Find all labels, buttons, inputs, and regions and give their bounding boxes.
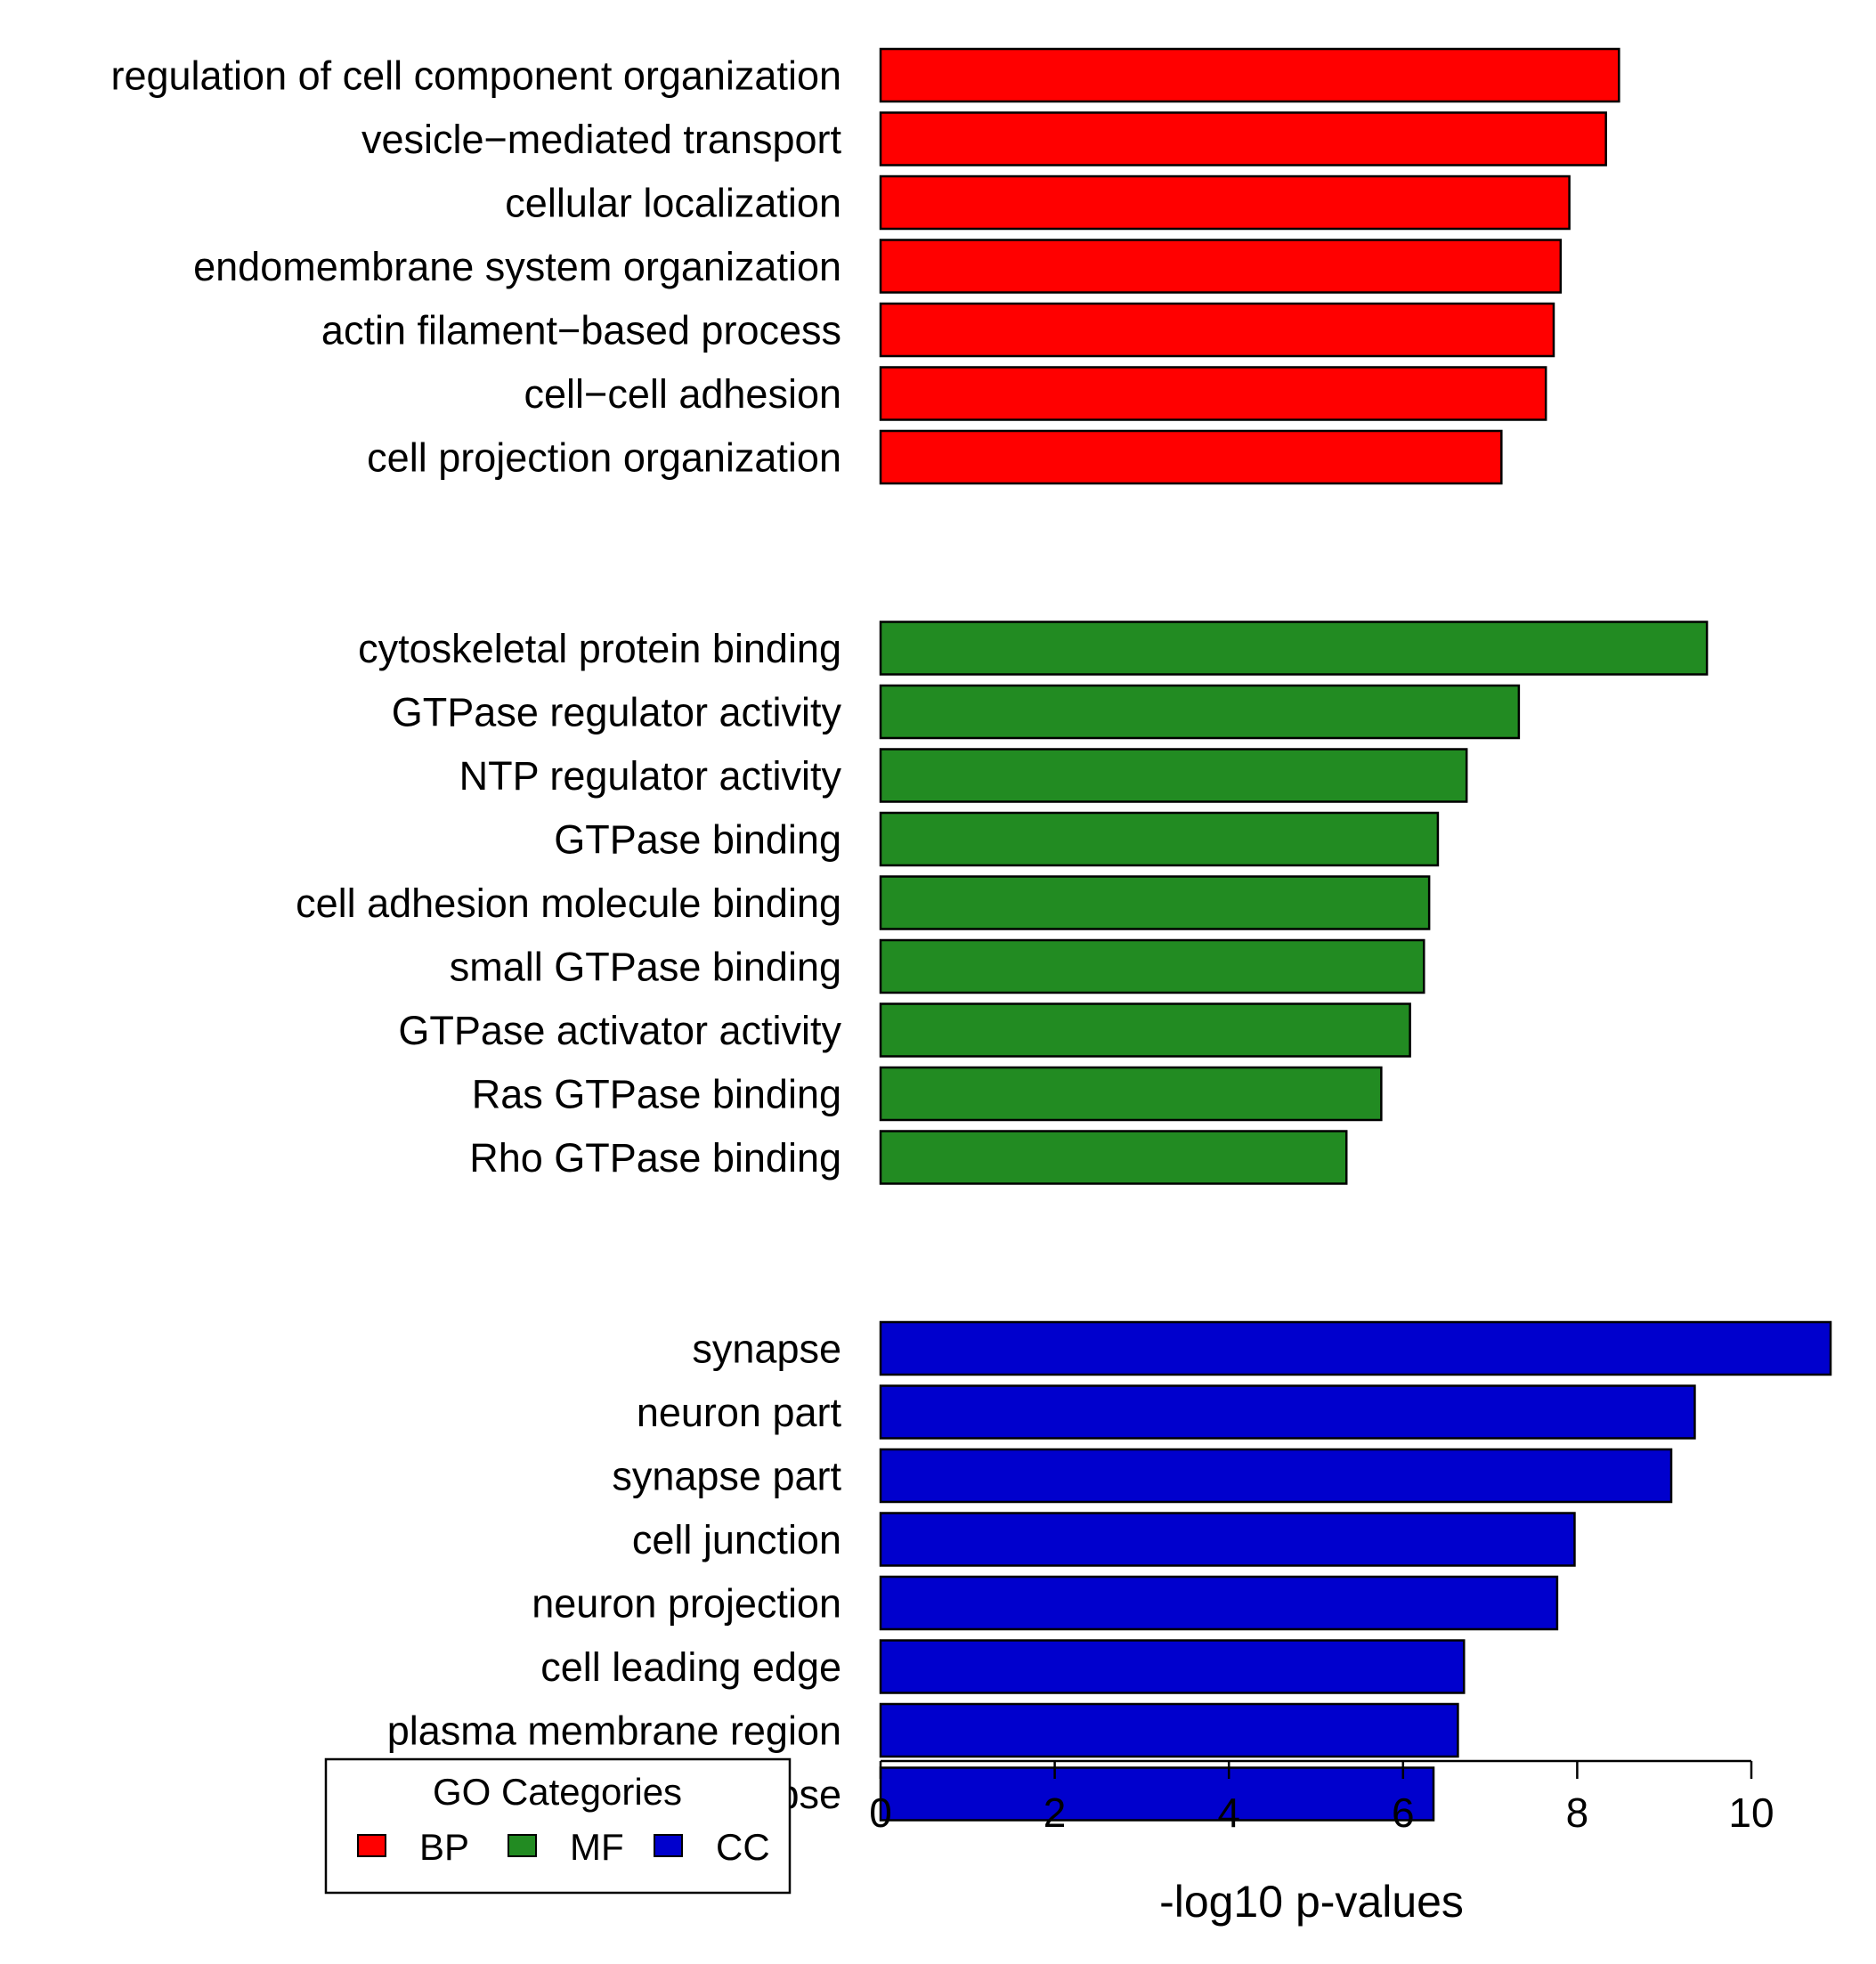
bar-bp-5 xyxy=(879,302,1555,358)
category-label: vesicle−mediated transport xyxy=(361,117,842,162)
bar-mf-5 xyxy=(879,875,1431,930)
bar-mf-9 xyxy=(879,1130,1348,1185)
bar-cc-6 xyxy=(879,1639,1466,1694)
category-label: GTPase binding xyxy=(554,817,841,863)
bar-cc-1 xyxy=(879,1320,1832,1376)
legend-title: GO Categories xyxy=(433,1771,682,1813)
category-label: cytoskeletal protein binding xyxy=(358,626,841,671)
bar-cc-8 xyxy=(879,1766,1435,1822)
bar-cc-2 xyxy=(879,1384,1696,1440)
bar-bp-4 xyxy=(879,239,1563,294)
bar-mf-3 xyxy=(879,748,1468,803)
legend-box xyxy=(324,1757,792,1895)
bar-cc-3 xyxy=(879,1448,1673,1504)
category-label: GTPase regulator activity xyxy=(392,690,842,735)
x-axis-title: -log10 p-values xyxy=(1159,1877,1464,1927)
category-label: Ras GTPase binding xyxy=(472,1072,841,1117)
bar-bp-6 xyxy=(879,366,1547,421)
category-label: cell adhesion molecule binding xyxy=(296,881,841,926)
category-label: endomembrane system organization xyxy=(193,244,841,289)
category-label: cellular localization xyxy=(505,181,841,226)
bar-mf-7 xyxy=(879,1002,1411,1058)
legend-label-cc: CC xyxy=(716,1826,770,1868)
category-label: plasma membrane region xyxy=(387,1708,841,1754)
bar-bp-1 xyxy=(879,47,1620,103)
x-tick-label: 8 xyxy=(1566,1790,1589,1836)
legend-swatch-cc xyxy=(654,1834,683,1857)
category-label: neuron part xyxy=(637,1390,842,1435)
bar-mf-2 xyxy=(879,684,1521,740)
bar-mf-6 xyxy=(879,938,1425,994)
bar-mf-4 xyxy=(879,811,1440,867)
category-label: cell leading edge xyxy=(540,1644,841,1690)
category-label: GTPase activator activity xyxy=(398,1008,841,1053)
legend-label-bp: BP xyxy=(419,1826,469,1868)
category-label: cell projection organization xyxy=(367,435,841,481)
bar-bp-3 xyxy=(879,174,1571,231)
category-label: regulation of cell component organizatio… xyxy=(110,53,841,99)
x-tick-label: 6 xyxy=(1392,1790,1415,1836)
legend-label-mf: MF xyxy=(570,1826,624,1868)
category-label: NTP regulator activity xyxy=(459,753,842,799)
category-label: synapse xyxy=(692,1327,841,1372)
bar-mf-1 xyxy=(879,621,1709,676)
category-label: cell−cell adhesion xyxy=(524,371,841,417)
category-label: cell junction xyxy=(632,1517,841,1562)
bar-cc-4 xyxy=(879,1512,1576,1567)
bars-layer xyxy=(879,47,1832,1822)
category-label: neuron projection xyxy=(532,1581,841,1627)
bar-cc-7 xyxy=(879,1702,1459,1758)
x-tick-label: 2 xyxy=(1044,1790,1067,1836)
legend: GO Categories BP MF CC xyxy=(324,1757,792,1895)
category-label: synapse part xyxy=(612,1454,841,1499)
bar-mf-8 xyxy=(879,1066,1383,1122)
legend-swatch-bp xyxy=(357,1834,386,1857)
category-labels: regulation of cell component organizatio… xyxy=(110,53,841,1818)
category-label: actin filament−based process xyxy=(321,308,841,353)
bar-bp-2 xyxy=(879,111,1607,166)
legend-swatch-mf xyxy=(508,1834,537,1857)
bar-bp-7 xyxy=(879,429,1503,485)
category-label: Rho GTPase binding xyxy=(469,1135,841,1181)
category-label: small GTPase binding xyxy=(450,945,841,990)
bar-cc-5 xyxy=(879,1575,1559,1631)
x-tick-label: 10 xyxy=(1728,1790,1774,1836)
x-tick-label: 4 xyxy=(1217,1790,1240,1836)
x-tick-label: 0 xyxy=(869,1790,892,1836)
x-axis: 0 2 4 6 8 10 xyxy=(869,1759,1774,1836)
